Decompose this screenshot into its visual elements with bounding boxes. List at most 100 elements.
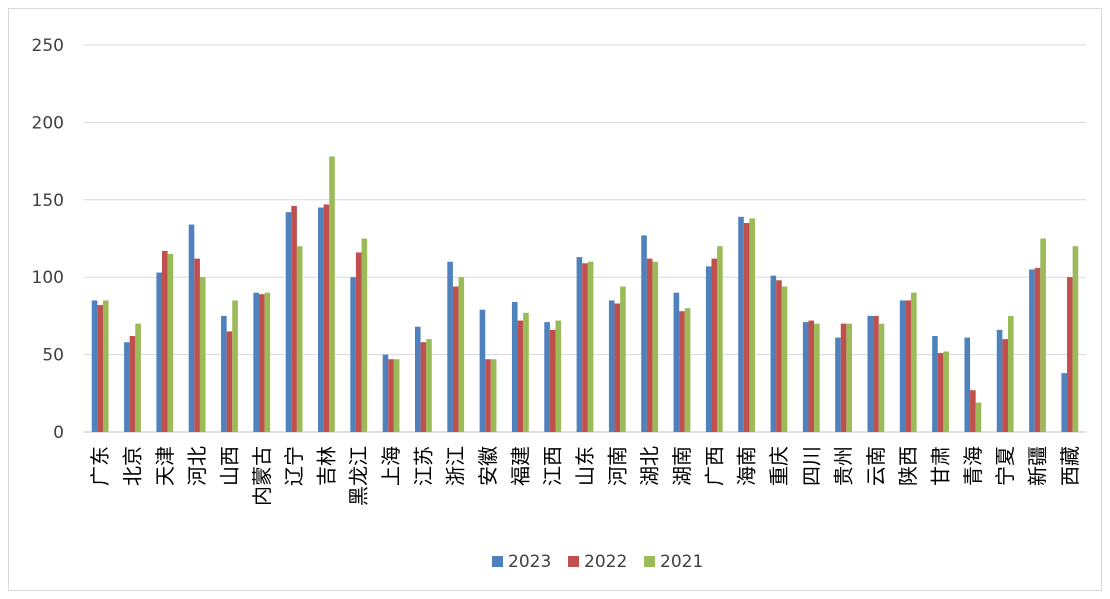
bar-2021-20 bbox=[717, 246, 723, 432]
bar-2022-28 bbox=[970, 390, 976, 432]
x-tick-label: 上海 bbox=[379, 446, 403, 486]
x-tick-label: 宁夏 bbox=[993, 446, 1017, 486]
bar-2022-15 bbox=[549, 329, 556, 432]
bar-2022-23 bbox=[808, 320, 815, 432]
x-tick-label: 吉林 bbox=[314, 446, 338, 486]
bar-2023-2 bbox=[124, 342, 130, 432]
x-tick-label: 内蒙古 bbox=[250, 446, 274, 506]
bar-2021-11 bbox=[426, 339, 432, 432]
bar-2023-5 bbox=[221, 315, 227, 432]
bar-2022-14 bbox=[517, 320, 524, 432]
bar-2023-9 bbox=[350, 277, 356, 432]
bar-2022-26 bbox=[905, 300, 912, 432]
bar-2023-11 bbox=[414, 326, 421, 432]
bar-2021-28 bbox=[975, 402, 982, 432]
x-tick-label: 贵州 bbox=[832, 446, 856, 486]
y-tick-label: 250 bbox=[32, 36, 64, 56]
bar-2023-19 bbox=[673, 292, 680, 432]
x-tick-label: 安徽 bbox=[476, 446, 500, 486]
bar-2021-12 bbox=[458, 277, 465, 432]
bar-2022-20 bbox=[711, 258, 718, 432]
bar-2022-18 bbox=[646, 258, 653, 432]
bar-2022-31 bbox=[1067, 277, 1073, 432]
bar-2021-6 bbox=[264, 292, 271, 432]
bar-2021-19 bbox=[684, 308, 691, 432]
bar-2021-17 bbox=[620, 286, 626, 432]
legend-swatch bbox=[492, 556, 503, 567]
y-tick-label: 150 bbox=[32, 191, 64, 211]
bar-2023-6 bbox=[253, 292, 259, 432]
x-tick-label: 西藏 bbox=[1058, 446, 1082, 486]
bar-2022-27 bbox=[937, 353, 944, 432]
bar-2022-25 bbox=[873, 315, 879, 432]
bar-2023-24 bbox=[835, 337, 841, 432]
bar-2023-27 bbox=[932, 336, 938, 432]
bar-2022-6 bbox=[258, 294, 265, 432]
bar-2021-22 bbox=[781, 286, 788, 432]
bar-2023-28 bbox=[964, 337, 971, 432]
bar-2023-21 bbox=[738, 216, 744, 432]
bar-2023-1 bbox=[91, 300, 98, 432]
bar-2022-9 bbox=[355, 252, 362, 432]
bar-2021-7 bbox=[296, 246, 303, 432]
bar-2022-12 bbox=[452, 286, 459, 432]
bar-2021-14 bbox=[523, 312, 529, 432]
bar-2022-21 bbox=[743, 223, 750, 432]
bar-2022-17 bbox=[614, 303, 621, 432]
bar-2021-8 bbox=[329, 156, 335, 432]
bar-2022-4 bbox=[194, 258, 200, 432]
x-tick-label: 青海 bbox=[961, 446, 985, 486]
y-tick-label: 200 bbox=[32, 113, 64, 133]
x-tick-label: 重庆 bbox=[767, 446, 791, 486]
bar-2023-26 bbox=[899, 300, 906, 432]
x-tick-label: 云南 bbox=[864, 446, 888, 486]
x-tick-label: 福建 bbox=[508, 446, 532, 486]
bar-2021-15 bbox=[555, 320, 562, 432]
bar-2023-29 bbox=[996, 329, 1003, 432]
bar-2021-27 bbox=[943, 351, 949, 432]
x-tick-label: 湖南 bbox=[670, 446, 694, 486]
bar-2023-16 bbox=[576, 257, 583, 432]
bar-2021-24 bbox=[846, 323, 852, 432]
bar-2021-23 bbox=[814, 323, 820, 432]
legend-label: 2022 bbox=[584, 552, 627, 572]
y-tick-label: 50 bbox=[42, 346, 64, 366]
bar-2023-12 bbox=[447, 261, 453, 432]
bar-2021-9 bbox=[361, 238, 368, 432]
bar-2021-18 bbox=[652, 261, 659, 432]
bar-2023-10 bbox=[382, 354, 389, 432]
bar-2022-16 bbox=[582, 263, 588, 432]
bar-2021-3 bbox=[167, 253, 174, 432]
legend-swatch bbox=[644, 556, 655, 567]
legend-label: 2021 bbox=[660, 552, 703, 572]
bar-2021-29 bbox=[1007, 315, 1014, 432]
bar-2022-7 bbox=[291, 205, 297, 432]
x-tick-label: 北京 bbox=[120, 446, 144, 486]
bar-2023-4 bbox=[188, 224, 195, 432]
bar-2023-3 bbox=[156, 272, 163, 432]
bar-2022-19 bbox=[679, 311, 685, 432]
bar-2021-26 bbox=[911, 292, 917, 432]
bar-2023-23 bbox=[802, 322, 809, 432]
x-tick-label: 辽宁 bbox=[282, 446, 306, 486]
x-tick-label: 天津 bbox=[153, 446, 177, 486]
bar-2023-14 bbox=[511, 301, 518, 432]
x-tick-label: 陕西 bbox=[896, 446, 920, 486]
x-tick-label: 新疆 bbox=[1026, 446, 1050, 486]
bar-2021-30 bbox=[1040, 238, 1046, 432]
x-tick-label: 浙江 bbox=[444, 446, 468, 486]
bar-2022-30 bbox=[1034, 267, 1041, 432]
x-tick-label: 广东 bbox=[88, 446, 112, 486]
bar-2023-31 bbox=[1061, 373, 1068, 432]
bar-2022-2 bbox=[129, 336, 136, 432]
bar-2022-13 bbox=[485, 359, 491, 432]
legend-label: 2023 bbox=[508, 552, 551, 572]
bar-2023-13 bbox=[479, 309, 486, 432]
bar-2022-3 bbox=[162, 250, 168, 432]
bar-2021-25 bbox=[878, 323, 885, 432]
legend-swatch bbox=[568, 556, 579, 567]
x-tick-label: 广西 bbox=[702, 446, 726, 486]
x-tick-label: 甘肃 bbox=[929, 446, 953, 486]
bar-2022-29 bbox=[1002, 339, 1008, 432]
